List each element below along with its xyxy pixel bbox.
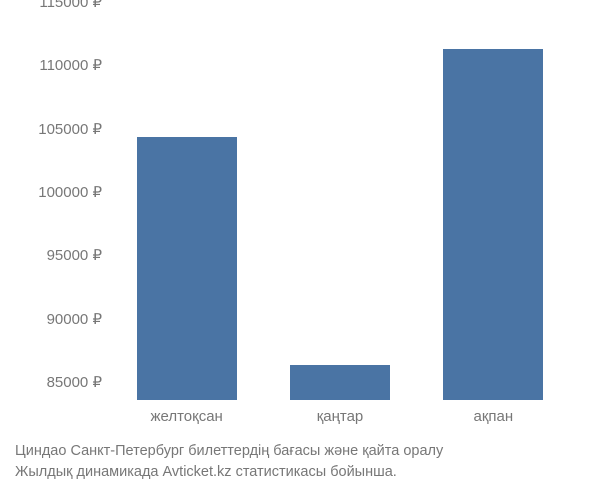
x-tick-label: қаңтар: [263, 408, 416, 425]
caption-line-1: Циндао Санкт-Петербург билеттердің бағас…: [15, 441, 443, 461]
bar: [290, 365, 390, 400]
price-chart: 85000 ₽ 90000 ₽ 95000 ₽ 100000 ₽ 105000 ₽ 110…: [0, 0, 600, 500]
y-tick-label: 115000 ₽: [39, 0, 102, 11]
x-tick-label: желтоқсан: [110, 408, 263, 425]
y-tick-label: 90000 ₽: [47, 310, 102, 328]
bar: [443, 49, 543, 400]
y-tick-label: 95000 ₽: [47, 246, 102, 264]
bar-group: [110, 137, 263, 400]
plot-area: 85000 ₽90000 ₽95000 ₽100000 ₽105000 ₽110…: [110, 20, 570, 400]
chart-caption: Циндао Санкт-Петербург билеттердің бағас…: [15, 441, 443, 482]
bar-group: [417, 49, 570, 400]
y-tick-label: 105000 ₽: [38, 120, 102, 138]
caption-line-2: Жылдық динамикада Avticket.kz статистика…: [15, 462, 443, 482]
y-tick-label: 110000 ₽: [39, 56, 102, 74]
bars-container: [110, 20, 570, 400]
bar-group: [263, 365, 416, 400]
y-tick-label: 100000 ₽: [38, 183, 102, 201]
x-axis: желтоқсанқаңтарақпан: [110, 408, 570, 425]
bar: [137, 137, 237, 400]
x-tick-label: ақпан: [417, 408, 570, 425]
y-tick-label: 85000 ₽: [47, 373, 102, 391]
